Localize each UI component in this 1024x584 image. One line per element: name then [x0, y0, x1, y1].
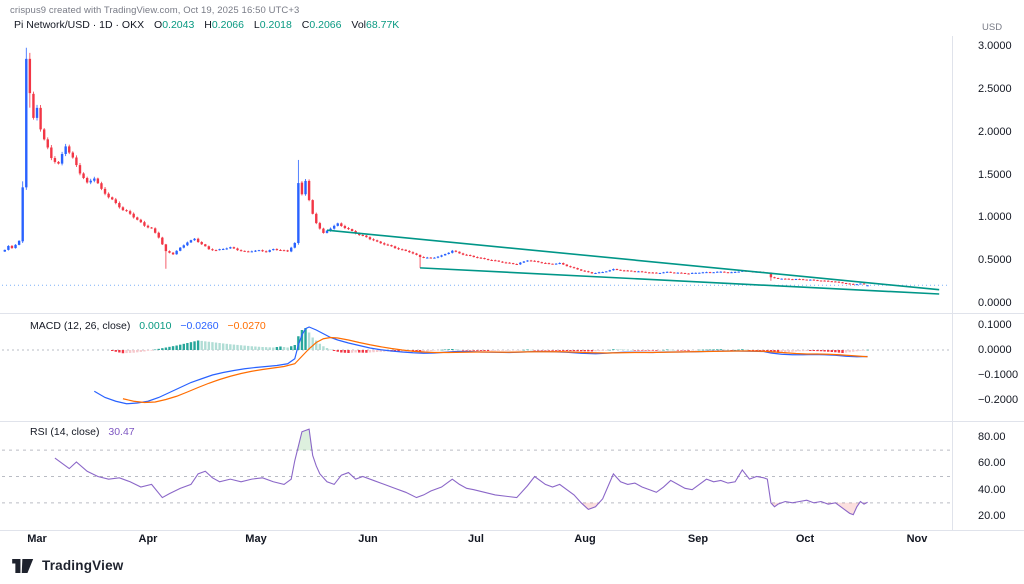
- macd-title: MACD (12, 26, close): [30, 320, 131, 332]
- month-label: May: [245, 533, 267, 545]
- month-label: Apr: [138, 533, 158, 545]
- rsi-tick: 80.00: [978, 431, 1006, 443]
- macd-panel: [2, 326, 950, 405]
- rsi-legend[interactable]: RSI (14, close) 30.47: [30, 426, 135, 438]
- panel-divider[interactable]: [0, 313, 1024, 314]
- rsi-panel: [2, 428, 950, 516]
- rsi-title: RSI (14, close): [30, 426, 100, 438]
- price-tick: 2.5000: [978, 83, 1012, 95]
- close-value: 0.2066: [309, 19, 342, 31]
- month-label: Jul: [468, 533, 484, 545]
- macd-tick: −0.2000: [978, 394, 1019, 406]
- currency-label: USD: [982, 22, 1003, 33]
- price-tick: 3.0000: [978, 40, 1012, 52]
- symbol-title: Pi Network/USD · 1D · OKX: [14, 19, 145, 31]
- month-label: Sep: [687, 533, 709, 545]
- macd-tick: 0.1000: [978, 319, 1012, 331]
- rsi-tick: 20.00: [978, 510, 1006, 522]
- price-tick: 1.0000: [978, 211, 1012, 223]
- high-value: 0.2066: [211, 19, 244, 31]
- volume-value: 68.77K: [366, 19, 400, 31]
- close-label: C: [301, 19, 310, 31]
- price-panel: [2, 47, 950, 295]
- time-axis-divider: [0, 530, 1024, 531]
- rsi-tick: 60.00: [978, 457, 1006, 469]
- price-tick: 0.0000: [978, 297, 1012, 309]
- low-label: L: [253, 19, 260, 31]
- month-label: Jun: [358, 533, 378, 545]
- macd-tick: 0.0000: [978, 344, 1012, 356]
- price-tick: 2.0000: [978, 126, 1012, 138]
- rsi-tick: 40.00: [978, 484, 1006, 496]
- symbol-legend-row[interactable]: Pi Network/USD · 1D · OKX O0.2043 H0.206…: [14, 19, 399, 31]
- panel-divider[interactable]: [0, 421, 1024, 422]
- low-value: 0.2018: [259, 19, 292, 31]
- macd-line-value: −0.0260: [180, 320, 219, 332]
- tradingview-logo[interactable]: TradingView: [10, 558, 123, 573]
- tradingview-wordmark: TradingView: [42, 558, 124, 573]
- rsi-value: 30.47: [108, 426, 135, 438]
- price-scale-divider: [952, 36, 953, 530]
- macd-histogram-value: 0.0010: [139, 320, 172, 332]
- open-value: 0.2043: [162, 19, 195, 31]
- macd-tick: −0.1000: [978, 369, 1019, 381]
- price-tick: 1.5000: [978, 169, 1012, 181]
- month-label: Oct: [795, 533, 815, 545]
- month-label: Mar: [27, 533, 47, 545]
- tradingview-mark-icon: [12, 558, 34, 573]
- macd-legend[interactable]: MACD (12, 26, close) 0.0010 −0.0260 −0.0…: [30, 320, 266, 332]
- high-label: H: [204, 19, 212, 31]
- macd-signal-value: −0.0270: [227, 320, 266, 332]
- month-label: Aug: [574, 533, 596, 545]
- month-label: Nov: [906, 533, 928, 545]
- open-label: O: [154, 19, 163, 31]
- attribution-text: crispus9 created with TradingView.com, O…: [10, 5, 300, 16]
- volume-label: Vol: [351, 19, 367, 31]
- price-tick: 0.5000: [978, 254, 1012, 266]
